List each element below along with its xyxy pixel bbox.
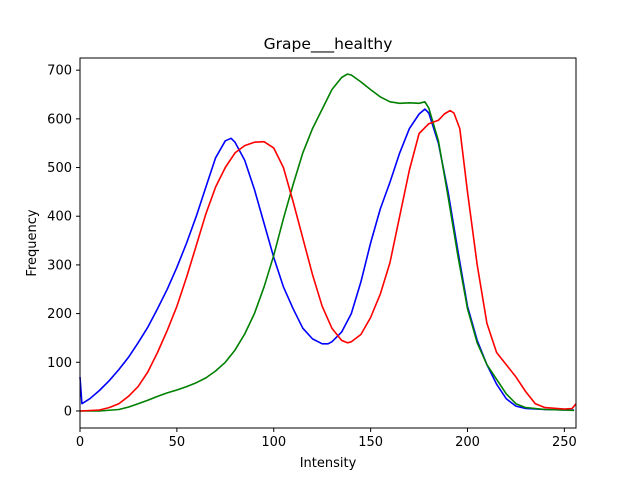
x-axis-title: Intensity [300, 456, 357, 471]
x-tick-label: 200 [455, 435, 480, 450]
series-layer [79, 73, 577, 412]
y-tick-label: 0 [64, 404, 72, 419]
chart-title: Grape___healthy [264, 35, 393, 54]
plot-area-frame [79, 57, 577, 429]
y-tick-label: 600 [47, 112, 72, 127]
y-axis-title: Frequency [25, 209, 40, 276]
x-tick-label: 100 [261, 435, 286, 450]
series-line-1 [80, 73, 575, 412]
y-tick-label: 300 [47, 258, 72, 273]
y-tick-label: 700 [47, 64, 72, 79]
x-tick-label: 250 [552, 435, 577, 450]
series-line-0 [79, 108, 575, 411]
ticks-layer: 0 50 100 150 200 250 0 100 200 300 400 500 600 700 [47, 64, 577, 450]
y-tick-label: 200 [47, 307, 72, 322]
y-tick-label: 100 [47, 356, 72, 371]
series-line-2 [79, 109, 577, 412]
x-tick-label: 50 [169, 435, 186, 450]
y-tick-label: 500 [47, 161, 72, 176]
x-tick-label: 0 [76, 435, 84, 450]
x-tick-label: 150 [358, 435, 383, 450]
y-tick-label: 400 [47, 210, 72, 225]
